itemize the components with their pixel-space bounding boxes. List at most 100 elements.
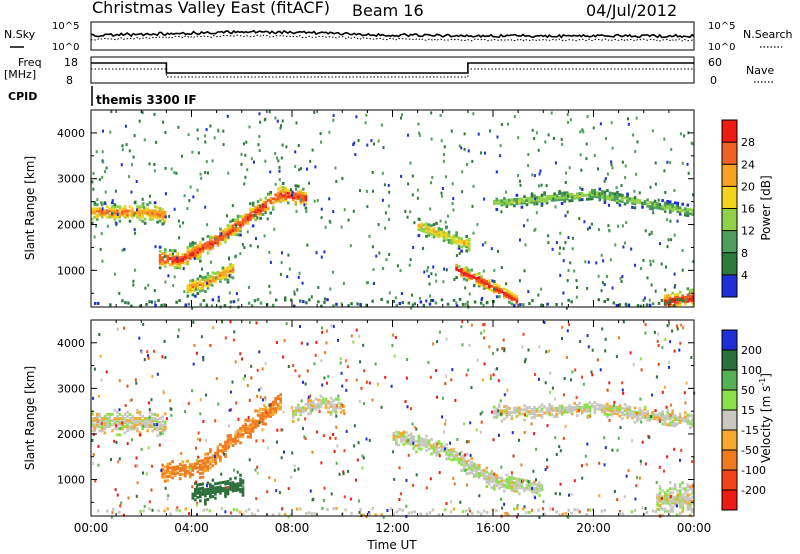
echo-cell bbox=[236, 233, 240, 237]
echo-cell bbox=[208, 509, 212, 513]
echo-cell bbox=[606, 189, 609, 192]
echo-cell bbox=[106, 425, 109, 429]
echo-cell bbox=[624, 164, 627, 168]
echo-cell bbox=[498, 291, 501, 294]
echo-cell bbox=[201, 267, 203, 271]
echo-cell bbox=[226, 440, 230, 444]
echo-cell bbox=[133, 419, 137, 422]
echo-cell bbox=[600, 289, 603, 293]
echo-cell bbox=[606, 298, 610, 301]
echo-cell bbox=[535, 478, 537, 482]
echo-cell bbox=[425, 438, 428, 442]
echo-cell bbox=[447, 234, 451, 238]
echo-cell bbox=[108, 412, 112, 416]
echo-cell bbox=[405, 504, 408, 508]
echo-cell bbox=[450, 378, 453, 382]
echo-cell bbox=[535, 483, 539, 487]
echo-cell bbox=[224, 446, 227, 450]
echo-cell bbox=[513, 115, 516, 118]
echo-cell bbox=[496, 135, 499, 139]
echo-cell bbox=[354, 153, 357, 157]
echo-cell bbox=[199, 476, 202, 480]
echo-cell bbox=[593, 409, 597, 413]
echo-cell bbox=[631, 205, 634, 209]
echo-cell bbox=[136, 410, 139, 414]
echo-cell bbox=[398, 498, 401, 501]
echo-cell bbox=[271, 207, 275, 211]
echo-cell bbox=[418, 131, 421, 135]
echo-cell bbox=[91, 209, 94, 213]
echo-cell bbox=[669, 219, 672, 223]
echo-cell bbox=[634, 149, 637, 153]
echo-cell bbox=[455, 231, 458, 235]
echo-cell bbox=[205, 439, 208, 443]
echo-cell bbox=[259, 120, 262, 124]
echo-cell bbox=[209, 450, 212, 454]
echo-cell bbox=[668, 304, 672, 308]
echo-cell bbox=[691, 294, 695, 298]
echo-cell bbox=[483, 362, 486, 366]
echo-cell bbox=[205, 303, 209, 307]
echo-cell bbox=[606, 195, 609, 199]
echo-cell bbox=[610, 121, 613, 125]
echo-cell bbox=[253, 214, 256, 218]
echo-cell bbox=[299, 198, 302, 202]
echo-cell bbox=[489, 129, 492, 133]
echo-cell bbox=[276, 428, 279, 432]
echo-cell bbox=[201, 245, 205, 249]
echo-cell bbox=[548, 197, 551, 200]
echo-cell bbox=[246, 429, 250, 433]
echo-cell bbox=[261, 428, 264, 432]
echo-cell bbox=[428, 282, 431, 286]
echo-cell bbox=[151, 417, 154, 420]
echo-cell bbox=[201, 490, 205, 494]
echo-cell bbox=[489, 377, 492, 380]
echo-cell bbox=[654, 182, 657, 186]
echo-cell bbox=[396, 264, 399, 268]
echo-cell bbox=[460, 450, 463, 454]
echo-cell bbox=[202, 419, 205, 423]
echo-cell bbox=[362, 513, 365, 517]
echo-cell bbox=[241, 434, 245, 438]
echo-cell bbox=[171, 255, 174, 259]
echo-cell bbox=[618, 303, 622, 307]
echo-cell bbox=[164, 166, 167, 170]
echo-cell bbox=[226, 278, 230, 282]
echo-cell bbox=[490, 469, 494, 473]
echo-cell bbox=[297, 144, 300, 147]
echo-cell bbox=[687, 171, 690, 175]
echo-cell bbox=[513, 481, 516, 485]
echo-cell bbox=[230, 408, 233, 412]
echo-cell bbox=[646, 412, 649, 416]
echo-cell bbox=[320, 216, 323, 220]
echo-cell bbox=[384, 375, 387, 379]
echo-cell bbox=[143, 504, 146, 508]
echo-cell bbox=[525, 485, 529, 489]
echo-cell bbox=[121, 425, 124, 429]
echo-cell bbox=[199, 278, 202, 282]
echo-cell bbox=[216, 274, 220, 278]
echo-cell bbox=[558, 408, 561, 412]
echo-cell bbox=[533, 411, 536, 415]
echo-cell bbox=[533, 414, 536, 417]
echo-cell bbox=[91, 419, 94, 422]
echo-cell bbox=[191, 278, 195, 282]
echo-cell bbox=[146, 429, 149, 433]
echo-cell bbox=[500, 123, 503, 127]
echo-cell bbox=[141, 215, 144, 219]
echo-cell bbox=[206, 466, 210, 470]
echo-cell bbox=[666, 324, 669, 328]
echo-cell bbox=[254, 214, 257, 218]
echo-cell bbox=[465, 278, 468, 282]
echo-cell bbox=[143, 417, 147, 420]
echo-cell bbox=[175, 508, 178, 512]
echo-cell bbox=[98, 211, 102, 215]
echo-cell bbox=[136, 419, 139, 422]
echo-cell bbox=[642, 258, 645, 262]
echo-cell bbox=[516, 515, 518, 519]
echo-cell bbox=[654, 289, 657, 293]
echo-cell bbox=[246, 425, 250, 429]
echo-cell bbox=[106, 423, 109, 427]
echo-cell bbox=[518, 477, 521, 481]
echo-cell bbox=[392, 436, 396, 439]
